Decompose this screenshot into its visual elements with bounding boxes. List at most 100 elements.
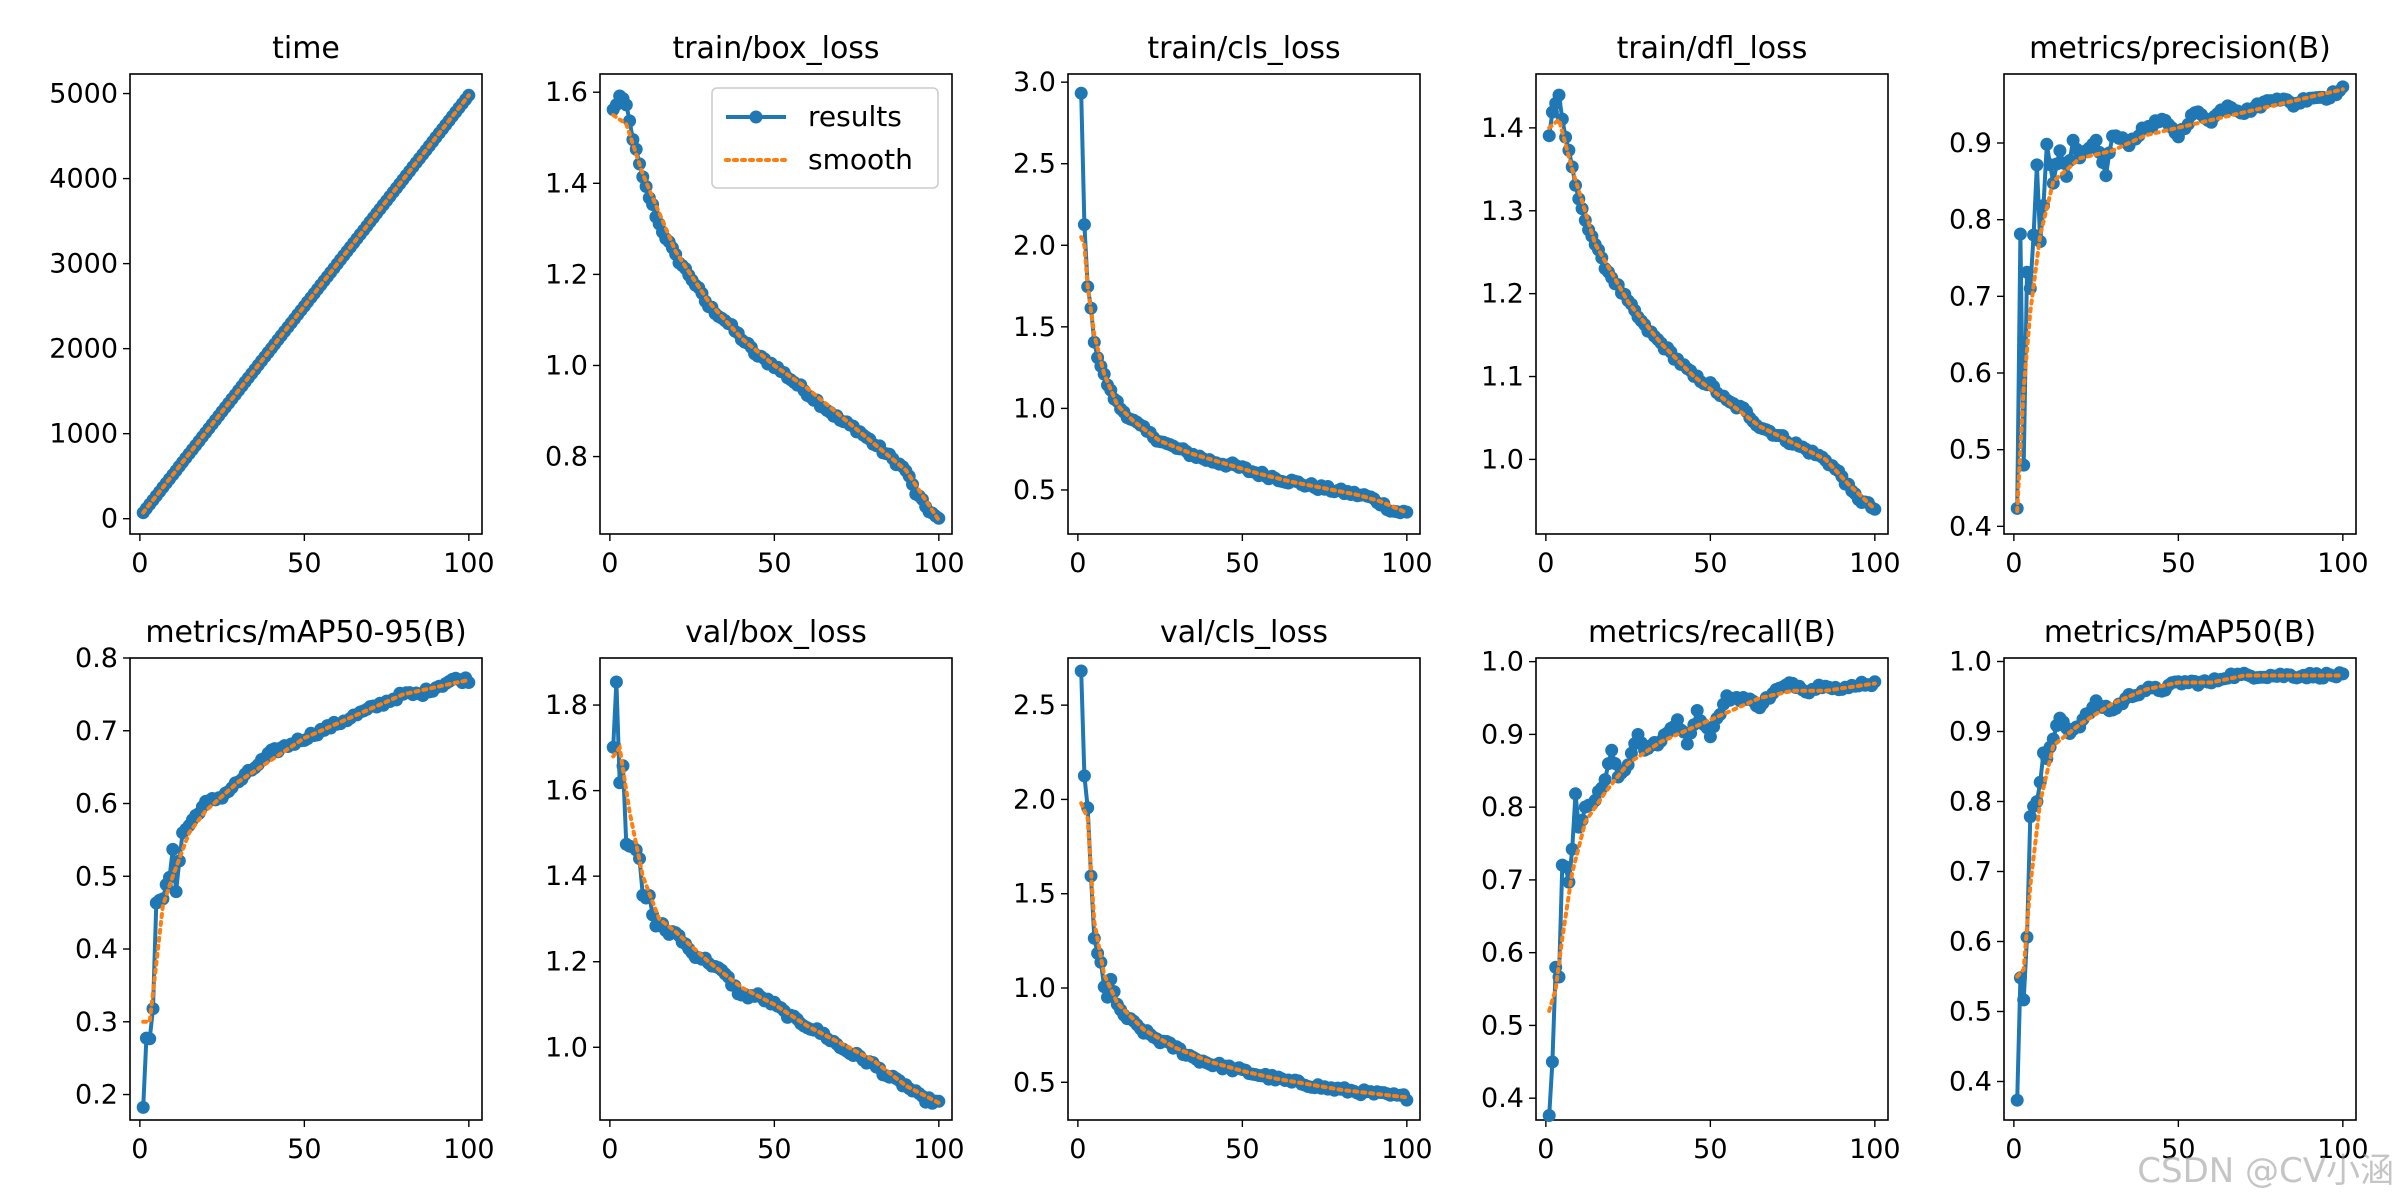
data-point	[1608, 757, 1622, 770]
y-tick-label: 0.7	[1949, 281, 1992, 312]
y-tick-label: 0.6	[75, 789, 118, 820]
x-tick-label: 0	[131, 548, 148, 579]
data-point	[2099, 169, 2113, 183]
y-tick-label: 1.0	[1013, 973, 1056, 1004]
y-tick-label: 1.2	[1481, 279, 1524, 310]
subplot-title: metrics/precision(B)	[2029, 31, 2331, 66]
y-tick-label: 1.6	[545, 776, 588, 807]
subplot-title: val/box_loss	[685, 615, 867, 650]
watermark: CSDN @CV小涵	[2137, 1151, 2394, 1191]
series-results-line	[1079, 93, 1408, 515]
data-point	[1690, 704, 1704, 717]
x-tick-label: 0	[1069, 548, 1086, 579]
y-tick-label: 0.9	[1481, 719, 1524, 750]
y-tick-label: 4000	[49, 164, 118, 195]
x-tick-label: 100	[443, 548, 495, 579]
x-tick-label: 50	[757, 548, 791, 579]
x-tick-label: 0	[601, 548, 618, 579]
subplot-title: train/dfl_loss	[1617, 31, 1808, 66]
y-tick-label: 1.0	[545, 350, 588, 381]
data-point	[2017, 993, 2031, 1007]
data-point	[169, 885, 183, 899]
y-tick-label: 1000	[49, 419, 118, 450]
subplot-8: val/cls_loss 0 50 100 0.5 1.0 1.5 2.0 2.5	[1013, 615, 1433, 1165]
x-tick-label: 50	[1225, 548, 1259, 579]
y-tick-label: 0.8	[1481, 792, 1524, 823]
series-smooth-line	[2015, 87, 2345, 513]
data-point	[1074, 86, 1088, 100]
y-tick-label: 0.5	[75, 861, 118, 892]
y-tick-label: 1.6	[545, 77, 588, 108]
data-point	[1074, 664, 1088, 678]
data-point	[1400, 505, 1414, 519]
data-point	[1703, 730, 1717, 744]
x-tick-label: 50	[287, 548, 321, 579]
y-tick-label: 0.9	[1949, 717, 1992, 748]
data-point	[2089, 133, 2103, 147]
x-tick-label: 50	[2161, 548, 2195, 579]
x-tick-label: 0	[131, 1134, 148, 1165]
x-tick-label: 0	[1537, 548, 1554, 579]
subplot-3: train/cls_loss 0 50 100 0.5 1.0 1.5 2.0 2.5 3.0	[1013, 31, 1433, 579]
y-tick-label: 0.4	[1949, 511, 1992, 542]
data-point	[1077, 769, 1091, 783]
axes-frame	[2003, 73, 2357, 535]
data-point	[1671, 713, 1684, 727]
series-results-line	[1079, 670, 1409, 1102]
y-tick-label: 1.4	[545, 861, 588, 892]
axes-frame	[1535, 657, 1889, 1121]
y-tick-label: 0.6	[1481, 938, 1524, 969]
y-tick-label: 0.8	[545, 442, 588, 473]
x-tick-label: 0	[2005, 548, 2022, 579]
y-tick-label: 0.3	[75, 1007, 118, 1038]
subplot-title: metrics/recall(B)	[1588, 615, 1836, 650]
axes-frame	[2003, 657, 2357, 1121]
data-point	[906, 477, 919, 491]
x-tick-label: 50	[1693, 548, 1727, 579]
data-point	[2096, 156, 2110, 169]
subplot-10: metrics/mAP50(B) 0 50 100 0.4 0.5 0.6 0.7 0.8 0.9…	[1949, 615, 2369, 1165]
subplot-2: train/box_loss 0 50 100 0.8 1.0 1.2 1.4 1.6 resul…	[545, 31, 965, 579]
data-point	[1605, 743, 1619, 757]
x-tick-label: 100	[913, 1134, 965, 1165]
data-point	[1077, 218, 1091, 232]
data-point	[609, 675, 623, 689]
subplot-title: val/cls_loss	[1160, 615, 1328, 650]
series-results-line	[1547, 93, 1876, 512]
data-point	[2020, 265, 2034, 279]
y-tick-label: 1.3	[1481, 196, 1524, 227]
x-tick-label: 100	[1381, 1134, 1433, 1165]
y-tick-label: 0.5	[1949, 997, 1992, 1028]
axes-frame	[129, 657, 483, 1121]
x-tick-label: 50	[1693, 1134, 1727, 1165]
data-point	[616, 759, 630, 773]
y-tick-label: 0.4	[1481, 1083, 1524, 1114]
data-point	[1545, 1055, 1559, 1069]
y-tick-label: 0.7	[1949, 857, 1992, 888]
y-tick-label: 0.6	[1949, 358, 1992, 389]
y-tick-label: 1.0	[1481, 647, 1524, 678]
y-tick-label: 1.1	[1481, 362, 1524, 393]
subplot-6: metrics/mAP50-95(B) 0 50 100 0.2 0.3 0.4 0.5 0.6…	[75, 615, 495, 1165]
y-tick-label: 2.5	[1013, 149, 1056, 180]
y-tick-label: 0.4	[75, 934, 118, 965]
y-tick-label: 1.2	[545, 947, 588, 978]
y-tick-label: 1.5	[1013, 879, 1056, 910]
y-tick-label: 0.5	[1949, 435, 1992, 466]
axes-frame	[1535, 73, 1889, 535]
y-tick-label: 1.0	[1013, 393, 1056, 424]
y-tick-label: 1.2	[545, 259, 588, 290]
y-tick-label: 1.8	[545, 690, 588, 721]
subplot-title: metrics/mAP50-95(B)	[145, 615, 466, 650]
y-tick-label: 1.0	[545, 1032, 588, 1063]
y-tick-label: 2.0	[1013, 230, 1056, 261]
x-tick-label: 50	[287, 1134, 321, 1165]
series-smooth-line	[1079, 801, 1409, 1100]
x-tick-label: 100	[913, 548, 965, 579]
y-tick-label: 0.8	[1949, 205, 1992, 236]
data-point	[1569, 787, 1582, 801]
y-tick-label: 1.4	[545, 168, 588, 199]
legend-results-label: results	[808, 100, 902, 133]
y-tick-label: 1.0	[1949, 647, 1992, 678]
